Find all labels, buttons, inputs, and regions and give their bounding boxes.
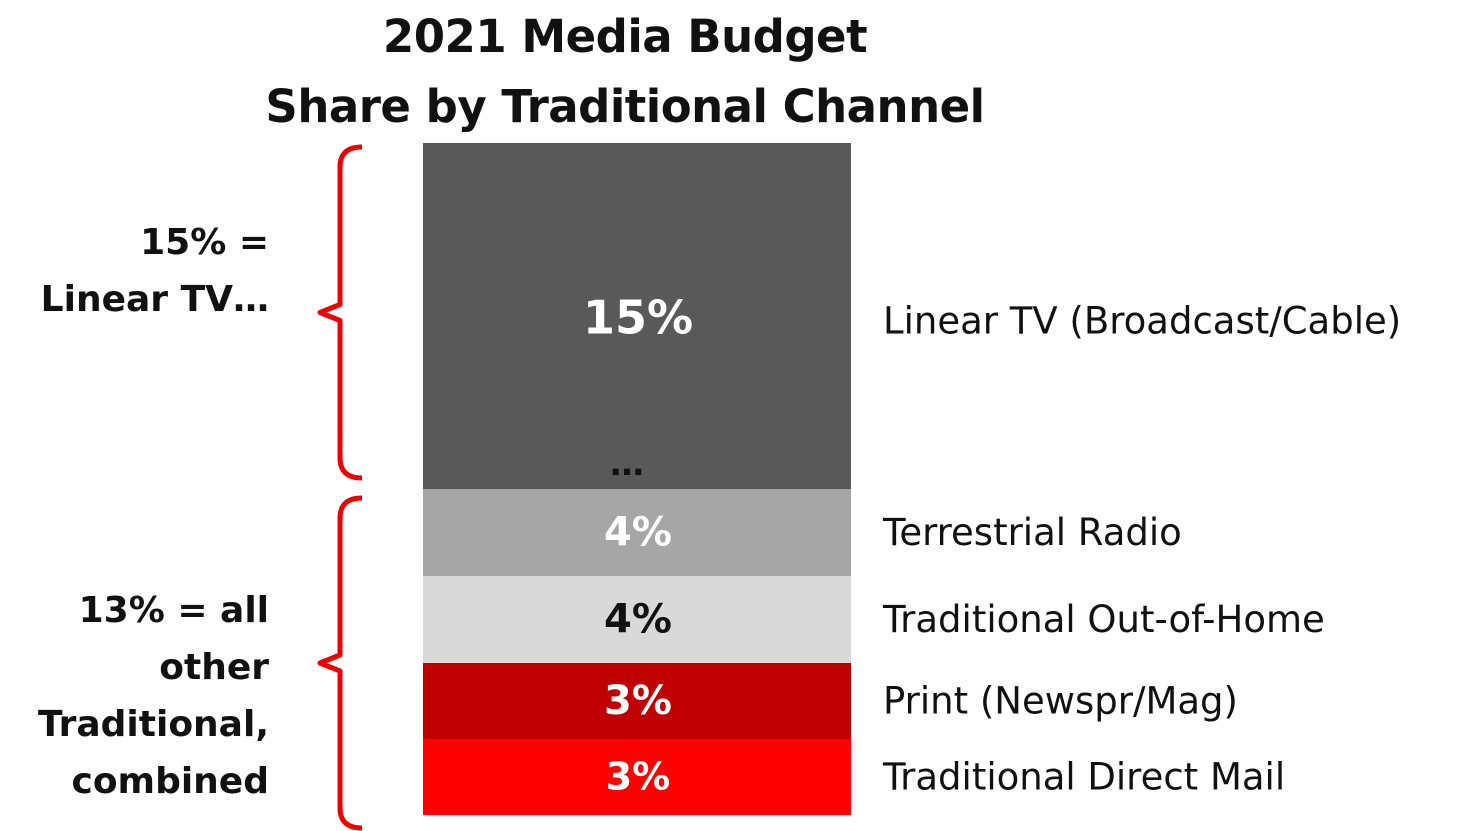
- category-label-print-newspr-mag: Print (Newspr/Mag): [883, 680, 1238, 723]
- truncation-ellipsis: …: [610, 444, 644, 484]
- bracket-label-line: combined: [71, 761, 269, 802]
- bracket-other-traditional: [317, 495, 363, 831]
- bracket-label-line: Linear TV…: [40, 279, 269, 320]
- data-label-traditional-direct-mail: 3%: [606, 755, 671, 799]
- bar-segment-linear-tv-broadcast-cable: [423, 143, 851, 489]
- bracket-label-line: other: [159, 647, 269, 688]
- category-label-linear-tv-broadcast-cable: Linear TV (Broadcast/Cable): [883, 300, 1401, 343]
- bracket-label-linear-tv: 15% = Linear TV…: [41, 214, 269, 328]
- data-label-print-newspr-mag: 3%: [604, 678, 672, 724]
- bracket-label-line: Traditional,: [38, 704, 269, 745]
- data-label-traditional-out-of-home: 4%: [604, 597, 672, 643]
- bar-segment-traditional-direct-mail: [423, 739, 851, 815]
- chart-subtitle: Share by Traditional Channel: [265, 80, 985, 133]
- bracket-linear-tv: [317, 144, 363, 481]
- category-label-traditional-direct-mail: Traditional Direct Mail: [882, 756, 1285, 799]
- chart-title: 2021 Media Budget: [382, 10, 868, 63]
- bar-segment-print-newspr-mag: [423, 663, 851, 739]
- bracket-label-line: 15% =: [140, 222, 269, 263]
- bar-segment-traditional-out-of-home: [423, 576, 851, 663]
- bar-segment-terrestrial-radio: [423, 489, 851, 576]
- data-label-linear-tv-broadcast-cable: 15%: [583, 291, 693, 345]
- category-label-traditional-out-of-home: Traditional Out-of-Home: [882, 598, 1325, 641]
- bracket-label-line: 13% = all: [78, 590, 269, 631]
- data-label-terrestrial-radio: 4%: [604, 510, 672, 556]
- category-label-terrestrial-radio: Terrestrial Radio: [882, 511, 1182, 554]
- bracket-label-other-traditional: 13% = all other Traditional, combined: [38, 582, 269, 810]
